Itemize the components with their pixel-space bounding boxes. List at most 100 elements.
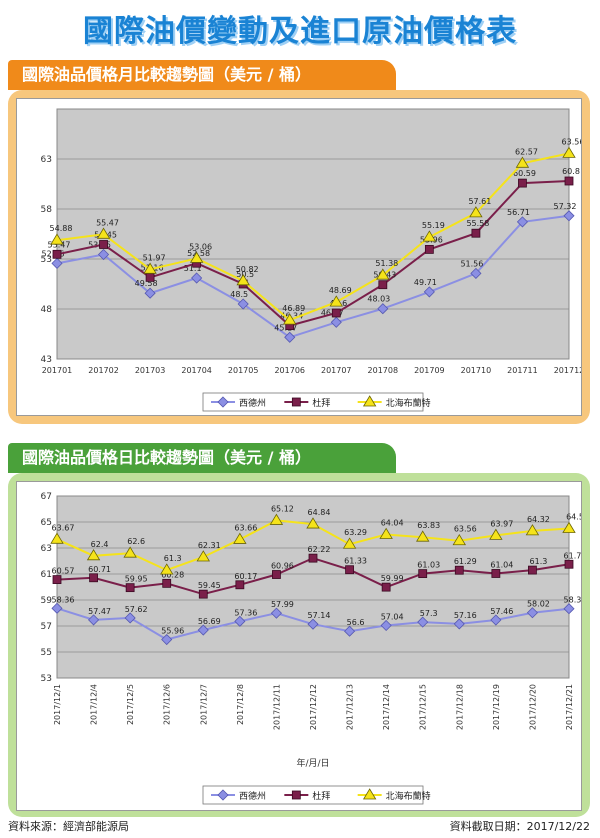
data-label: 51.1	[184, 264, 202, 273]
data-label: 55.58	[466, 219, 489, 228]
data-label: 64.32	[527, 515, 550, 524]
data-label: 57.16	[454, 611, 477, 620]
series-1-point	[471, 228, 481, 238]
data-label: 50.82	[236, 265, 259, 274]
data-label: 62.57	[515, 147, 538, 156]
data-label: 65.12	[271, 504, 294, 513]
data-label: 64.5	[566, 513, 581, 522]
series-0-point	[344, 625, 356, 637]
data-label: 48.03	[367, 295, 390, 304]
x-tick-label: 2017/12/5	[126, 684, 135, 725]
data-label: 63.66	[234, 523, 257, 532]
data-label: 62.22	[308, 545, 331, 554]
monthly-chart-title: 國際油品價格月比較趨勢圖（美元 / 桶）	[8, 60, 396, 90]
series-2-point	[489, 528, 503, 540]
monthly-chart-panel: 43 48 53 58 63 201701 201702 201703 201704 201705…	[8, 90, 590, 424]
series-0-point	[197, 624, 209, 636]
data-label: 62.31	[198, 541, 221, 550]
data-label: 64.84	[308, 508, 331, 517]
data-label: 53.47	[48, 240, 71, 249]
x-tick-label: 2017/12/8	[236, 684, 245, 725]
data-label: 52.58	[187, 249, 210, 258]
series-0-point	[470, 267, 482, 279]
data-label: 59.95	[125, 575, 148, 584]
data-label: 57.36	[234, 608, 257, 617]
x-tick-label: 201706	[274, 366, 305, 375]
series-2-point	[283, 313, 297, 325]
series-1-point	[564, 176, 574, 186]
series-0-point	[380, 619, 392, 632]
series-1-point	[272, 570, 281, 579]
series-0-point	[97, 248, 110, 261]
data-label: 61.04	[490, 560, 513, 569]
y-tick-label: 55	[41, 648, 52, 658]
legend-label: 北海布蘭特	[386, 790, 431, 802]
data-label: 58.33	[564, 596, 581, 605]
legend-label: 杜拜	[312, 397, 330, 409]
legend-label: 西德州	[239, 397, 266, 409]
data-label: 61.29	[454, 557, 477, 566]
series-1-point	[99, 240, 108, 249]
y-tick-label: 53	[41, 674, 52, 684]
y-tick-label: 59	[41, 596, 53, 606]
daily-chart-title: 國際油品價格日比較趨勢圖（美元 / 桶）	[8, 443, 396, 473]
legend-marker	[217, 396, 229, 408]
series-1-point	[235, 580, 245, 590]
data-label: 59.45	[198, 581, 221, 590]
data-label: 56.6	[347, 618, 365, 627]
data-label: 54.88	[50, 224, 73, 233]
legend-label: 杜拜	[312, 790, 330, 802]
series-0-point	[284, 331, 296, 343]
series-0-point	[417, 616, 429, 628]
series-0-point	[124, 612, 136, 624]
data-label: 46.89	[282, 304, 305, 313]
x-tick-label: 201707	[321, 366, 352, 375]
data-label: 60.57	[52, 567, 75, 576]
data-label: 51.56	[460, 259, 483, 268]
series-2-point	[86, 549, 101, 561]
data-label: 51.38	[375, 259, 398, 268]
series-1-point	[418, 569, 428, 579]
data-label: 60.59	[513, 169, 536, 178]
data-label: 64.04	[381, 518, 404, 527]
series-0-point	[270, 607, 282, 619]
series-0-point	[330, 316, 342, 328]
y-tick-label: 63	[41, 155, 52, 165]
x-tick-label: 2017/12/12	[309, 684, 318, 730]
series-1-point	[564, 559, 574, 569]
series-0-point	[51, 602, 63, 614]
series-2-point	[376, 268, 390, 280]
data-label: 57.99	[271, 600, 294, 609]
y-tick-label: 43	[41, 355, 52, 365]
data-label: 57.61	[468, 197, 491, 206]
x-tick-label: 2017/12/4	[90, 684, 99, 725]
series-1-point	[424, 244, 434, 254]
data-label: 60.96	[271, 562, 294, 571]
legend-marker	[362, 788, 377, 800]
data-label: 62.4	[91, 540, 109, 549]
series-1-point	[378, 280, 388, 290]
x-tick-label: 201708	[368, 366, 399, 375]
series-2-point	[50, 532, 64, 544]
data-label: 61.75	[564, 551, 581, 560]
series-1-point	[345, 565, 354, 575]
series-2-point	[562, 521, 576, 533]
x-axis-label: 年/月/日	[296, 757, 329, 769]
series-2-point	[422, 230, 437, 242]
series-2-point	[160, 563, 174, 575]
series-1-point	[89, 573, 98, 583]
x-tick-label: 201712	[554, 366, 581, 375]
x-tick-label: 2017/12/18	[455, 684, 464, 730]
series-0-point	[526, 607, 538, 619]
data-label: 50.5	[236, 270, 254, 279]
plot-area	[56, 108, 570, 360]
data-label: 61.03	[417, 561, 440, 570]
data-label: 57.46	[490, 607, 513, 616]
page-title: 國際油價變動及進口原油價格表	[83, 14, 517, 49]
data-label: 61.3	[164, 554, 182, 563]
series-1-point	[198, 589, 208, 599]
source-note: 資料來源：經濟部能源局	[8, 820, 129, 833]
daily-chart-panel: 53 55 57 59 61 63 65 67 2017/12/1 2017/12/4 2017/1…	[8, 473, 590, 817]
data-label: 49.58	[135, 279, 158, 288]
data-label: 63.56	[562, 137, 581, 146]
